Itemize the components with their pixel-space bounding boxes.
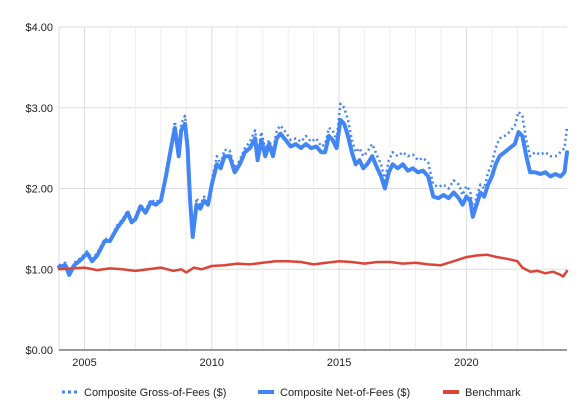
x-tick-label: 2020 [454, 357, 478, 369]
gridlines [58, 26, 567, 350]
y-tick-label: $3.00 [25, 103, 53, 115]
series-line-benchmark [57, 253, 569, 278]
x-tick-label: 2005 [72, 357, 96, 369]
x-tick-label: 2015 [327, 357, 351, 369]
legend: Composite Gross-of-Fees ($) Composite Net… [62, 387, 521, 399]
x-tick-label: 2010 [200, 357, 224, 369]
series-line-composite-net-of-fees [57, 117, 569, 277]
legend-label: Benchmark [465, 387, 521, 399]
legend-label: Composite Net-of-Fees ($) [280, 387, 410, 399]
y-tick-label: $1.00 [25, 264, 53, 276]
series-lines [57, 102, 569, 278]
y-tick-label: $2.00 [25, 184, 53, 196]
y-axis: $0.00 $1.00 $2.00 $3.00 $4.00 [25, 22, 53, 357]
y-tick-label: $0.00 [25, 345, 53, 357]
legend-label: Composite Gross-of-Fees ($) [84, 387, 226, 399]
y-tick-label: $4.00 [25, 22, 53, 34]
x-axis: 2005 2010 2015 2020 [72, 357, 478, 369]
